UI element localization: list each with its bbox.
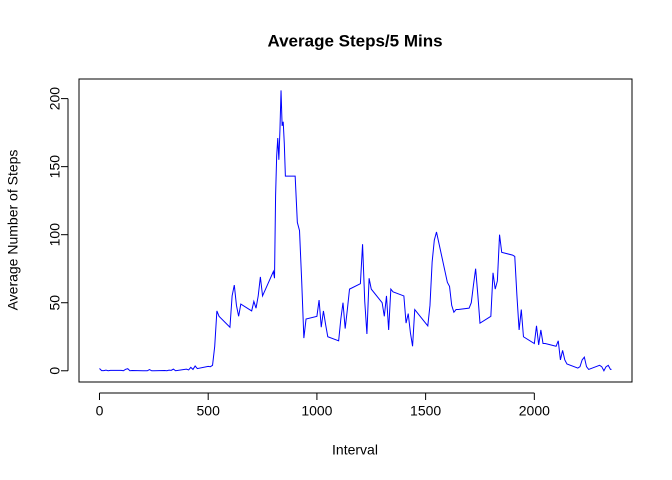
- y-axis-title: Average Number of Steps: [5, 150, 21, 311]
- chart-title: Average Steps/5 Mins: [267, 31, 442, 50]
- x-tick-label: 1500: [410, 403, 441, 419]
- x-tick-label: 500: [197, 403, 221, 419]
- x-tick-label: 1000: [301, 403, 332, 419]
- plot-frame: [78, 78, 633, 383]
- x-axis-title: Interval: [332, 442, 378, 458]
- y-tick-label: 150: [47, 155, 63, 179]
- y-tick-label: 200: [47, 87, 63, 111]
- x-tick-label: 2000: [519, 403, 550, 419]
- data-line: [99, 90, 612, 372]
- y-tick-label: 0: [47, 367, 63, 375]
- y-tick-label: 100: [47, 223, 63, 247]
- y-tick-label: 50: [47, 295, 63, 311]
- x-tick-label: 0: [96, 403, 104, 419]
